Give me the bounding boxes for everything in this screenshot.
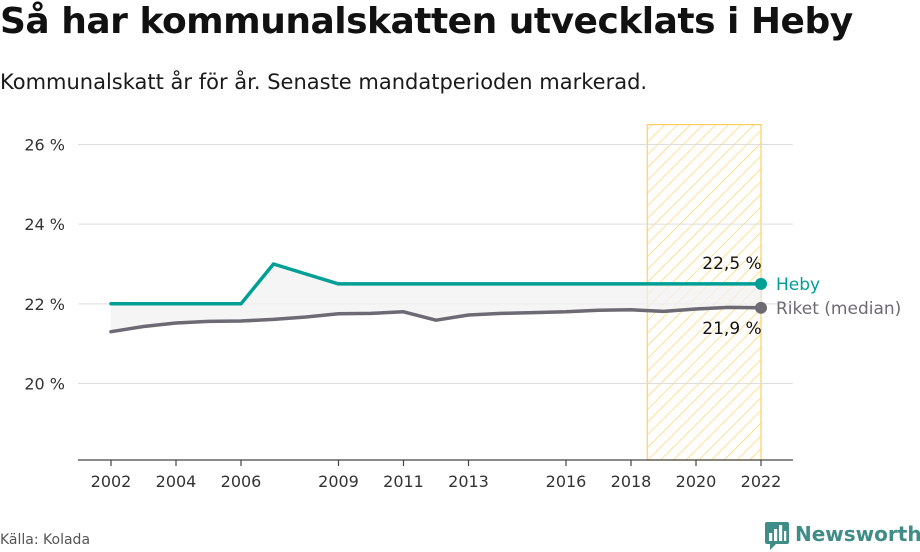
y-tick-label: 24 % <box>24 215 65 234</box>
x-tick-label: 2020 <box>676 472 717 491</box>
newsworthy-logo[interactable]: Newsworthy <box>764 519 920 551</box>
y-tick-label: 22 % <box>24 295 65 314</box>
x-tick-label: 2022 <box>741 472 782 491</box>
source-credit: Källa: Kolada <box>0 532 91 548</box>
chart-subtitle: Kommunalskatt år för år. Senaste mandatp… <box>0 70 648 94</box>
series-name-riket-median: Riket (median) <box>776 299 901 319</box>
x-tick-label: 2009 <box>318 472 359 491</box>
x-tick-label: 2004 <box>156 472 197 491</box>
chart-title: Så har kommunalskatten utvecklats i Heby <box>0 1 853 42</box>
newsworthy-bar-chart-logo-icon <box>765 522 789 550</box>
end-value-label-heby: 22,5 % <box>702 254 761 274</box>
series-name-heby: Heby <box>776 275 820 295</box>
x-tick-label: 2006 <box>221 472 262 491</box>
y-tick-label: 20 % <box>24 375 65 394</box>
end-point-riket-median <box>755 301 767 314</box>
x-tick-label: 2013 <box>448 472 489 491</box>
x-tick-label: 2011 <box>383 472 424 491</box>
x-tick-label: 2018 <box>611 472 652 491</box>
series-line-heby <box>109 262 763 306</box>
difference-area <box>111 264 761 332</box>
line-chart: 20 % 22 % 24 % 26 % 2002 2004 2006 2009 2011 2013… <box>24 123 901 491</box>
end-value-label-riket-median: 21,9 % <box>702 319 761 339</box>
x-tick-label: 2002 <box>91 472 132 491</box>
series-line-riket-median <box>109 305 763 334</box>
brand-name: Newsworthy <box>795 522 920 546</box>
end-point-heby <box>755 277 767 290</box>
y-tick-label: 26 % <box>24 136 65 155</box>
x-tick-label: 2016 <box>546 472 587 491</box>
